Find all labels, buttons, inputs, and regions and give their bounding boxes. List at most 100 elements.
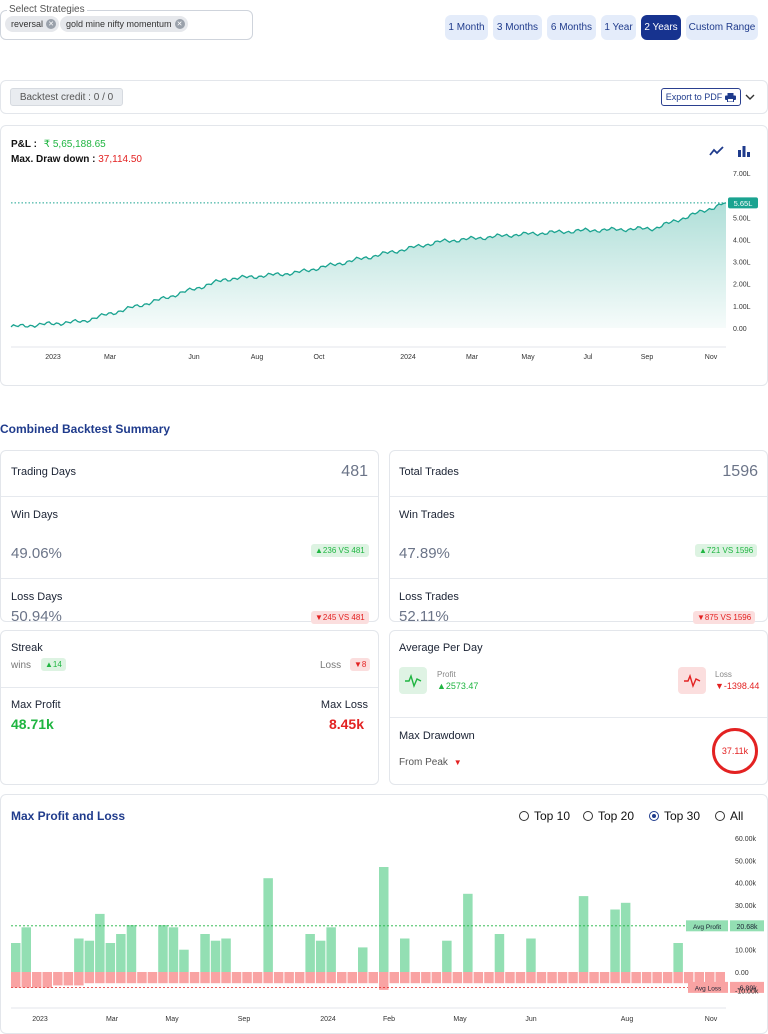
range-2-years[interactable]: 2 Years	[641, 15, 681, 40]
radio-top-10[interactable]: Top 10	[519, 809, 570, 823]
loss-bar	[252, 972, 263, 984]
summary-title: Combined Backtest Summary	[0, 422, 171, 436]
loss-bar	[137, 972, 147, 984]
loss-bar	[263, 972, 273, 984]
x-tick-label: Oct	[314, 354, 325, 361]
y-tick-label: 10.00k	[735, 948, 757, 955]
chip-remove-icon[interactable]: ✕	[174, 19, 185, 29]
export-pdf-button[interactable]: Export to PDF	[661, 88, 741, 106]
strategy-chip-label: gold mine nifty momentum	[66, 19, 172, 29]
strategy-chip[interactable]: gold mine nifty momentum ✕	[60, 16, 188, 32]
loss-bar	[21, 972, 31, 988]
current-value-tag	[728, 197, 758, 209]
loss-bar	[32, 972, 42, 988]
max-pl-bar-chart[interactable]: Avg Profit 20.68k Avg Loss -6.89k 60.00k 50.0…	[0, 830, 768, 1024]
radio-top-20[interactable]: Top 20	[583, 809, 634, 823]
max-pl-title: Max Profit and Loss	[11, 809, 126, 823]
pnl-line	[10, 202, 727, 328]
loss-bar	[158, 972, 168, 984]
from-peak-dropdown[interactable]: From Peak ▼	[399, 757, 462, 768]
streak-wins-badge: ▲14	[41, 658, 66, 671]
avg-profit-tag-label: Avg Profit	[693, 924, 721, 931]
radio-top-30[interactable]: Top 30	[649, 809, 700, 823]
strategy-chip-label: reversal	[11, 19, 44, 29]
loss-bar	[231, 972, 242, 984]
loss-bar	[536, 972, 547, 984]
line-chart-icon[interactable]	[709, 145, 725, 157]
loss-bar	[557, 972, 568, 984]
loss-bar	[578, 972, 589, 984]
x-tick-label: 2024	[400, 354, 416, 361]
bar-chart-icon[interactable]	[737, 145, 751, 157]
win-trades-label: Win Trades	[399, 509, 455, 521]
loss-pulse-icon	[678, 667, 706, 694]
y-tick-label: 60.00k	[735, 836, 757, 843]
loss-bar	[358, 972, 368, 984]
loss-bar	[452, 972, 463, 984]
x-tick-label: Jun	[188, 354, 199, 361]
loss-bar	[673, 972, 683, 984]
range-3-months[interactable]: 3 Months	[493, 15, 542, 40]
max-drawdown-ring: 37.11k	[712, 728, 758, 774]
loss-bar	[421, 972, 431, 984]
avg-profit-tag	[686, 920, 728, 932]
profit-bar	[315, 940, 326, 972]
pnl-area	[11, 202, 726, 328]
profit-bar	[673, 943, 683, 972]
pnl-value: ₹ 5,65,188.65	[43, 139, 106, 150]
range-1-year[interactable]: 1 Year	[601, 15, 636, 40]
range-custom[interactable]: Custom Range	[686, 15, 758, 40]
toolbar-panel	[0, 80, 768, 114]
chevron-down-icon[interactable]	[745, 93, 755, 101]
profit-bar	[578, 896, 589, 972]
loss-bar	[74, 972, 84, 986]
radio-label: Top 20	[598, 809, 635, 823]
loss-bar	[221, 972, 231, 984]
profit-bar	[494, 934, 505, 972]
strategy-selector[interactable]	[0, 10, 253, 40]
x-tick-label: Feb	[383, 1016, 395, 1023]
drawdown-value: 37,114.50	[98, 154, 142, 165]
loss-bar	[683, 972, 694, 984]
streak-card	[0, 630, 379, 785]
range-6-months[interactable]: 6 Months	[547, 15, 596, 40]
streak-loss-badge: ▼8	[350, 658, 371, 671]
loss-bar	[463, 972, 473, 984]
loss-days-percent: 50.94%	[11, 608, 62, 625]
profit-bar	[105, 943, 116, 972]
loss-bar	[389, 972, 399, 984]
profit-bar	[400, 938, 410, 972]
loss-bar	[315, 972, 326, 984]
loss-bar	[431, 972, 442, 984]
chip-remove-icon[interactable]: ✕	[46, 19, 57, 29]
loss-bar	[641, 972, 652, 984]
loss-bar	[715, 972, 725, 984]
loss-bar	[116, 972, 126, 984]
loss-bar	[494, 972, 505, 984]
avg-profit-value-tag	[730, 920, 764, 932]
avg-loss-value: ▼-1398.44	[715, 681, 760, 691]
pnl-area-chart[interactable]: 5.65L 7.00L 5.00L 4.00L 3.00L 2.00L 1.00L 0.00 2…	[0, 160, 768, 370]
x-tick-label: May	[453, 1016, 467, 1023]
average-per-day-card	[389, 630, 768, 785]
range-1-month[interactable]: 1 Month	[445, 15, 488, 40]
loss-bar	[337, 972, 347, 984]
x-tick-label: Jul	[584, 354, 593, 361]
x-tick-label: 2023	[45, 354, 61, 361]
loss-bar	[326, 972, 336, 984]
profit-bar	[210, 940, 221, 972]
loss-trades-label: Loss Trades	[399, 591, 459, 603]
radio-all[interactable]: All	[715, 809, 743, 823]
pnl-label: P&L :	[11, 139, 37, 150]
loss-bar	[652, 972, 662, 984]
strategy-chip[interactable]: reversal ✕	[5, 16, 60, 32]
printer-icon	[725, 92, 737, 102]
y-tick-label: 30.00k	[735, 903, 757, 910]
loss-bar	[694, 972, 704, 984]
loss-bar	[547, 972, 557, 984]
profit-bar	[168, 927, 179, 972]
win-trades-badge: ▲721 VS 1596	[695, 544, 758, 557]
loss-bar	[515, 972, 526, 984]
profit-bar	[526, 938, 536, 972]
profit-bar	[358, 947, 368, 972]
